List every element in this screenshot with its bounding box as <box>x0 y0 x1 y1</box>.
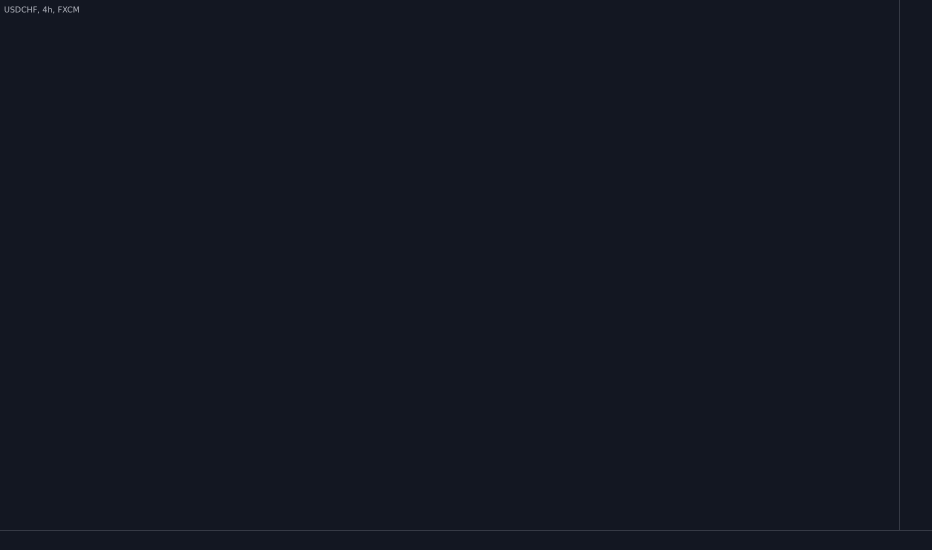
chart-title: USDCHF, 4h, FXCM <box>4 6 80 15</box>
